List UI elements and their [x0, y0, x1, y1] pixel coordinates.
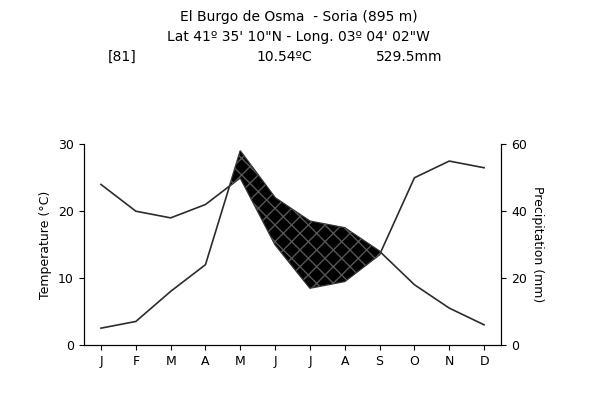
- Text: [81]: [81]: [107, 50, 136, 64]
- Text: 529.5mm: 529.5mm: [376, 50, 442, 64]
- Text: El Burgo de Osma  - Soria (895 m): El Burgo de Osma - Soria (895 m): [180, 10, 417, 24]
- Text: Lat 41º 35' 10"N - Long. 03º 04' 02"W: Lat 41º 35' 10"N - Long. 03º 04' 02"W: [167, 30, 430, 44]
- Text: 10.54ºC: 10.54ºC: [257, 50, 312, 64]
- Y-axis label: Temperature (°C): Temperature (°C): [39, 190, 53, 299]
- Y-axis label: Precipitation (mm): Precipitation (mm): [531, 186, 544, 303]
